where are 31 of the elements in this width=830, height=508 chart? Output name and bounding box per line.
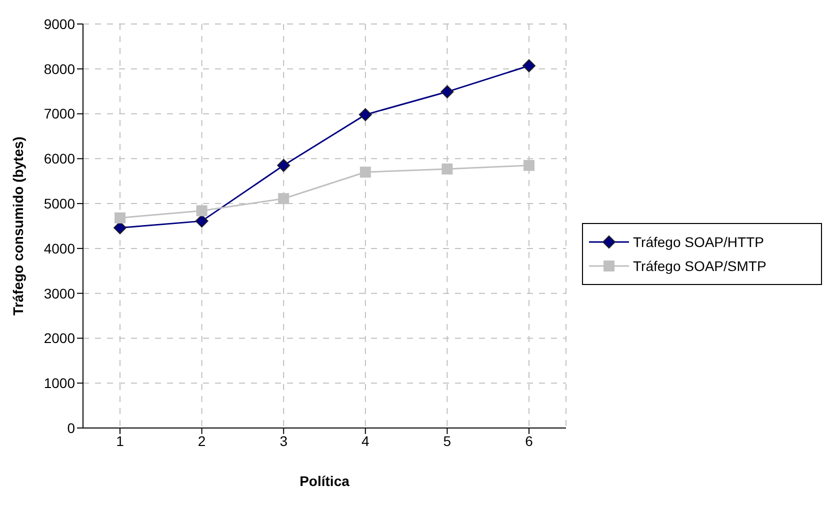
y-tick-label: 6000 (44, 150, 76, 167)
x-tick-label: 2 (198, 432, 206, 449)
y-tick-label: 2000 (44, 330, 76, 346)
y-axis-title: Tráfego consumido (bytes) (10, 136, 26, 316)
x-tick-label: 5 (443, 432, 452, 449)
x-tick-label: 6 (525, 432, 534, 449)
point (277, 158, 290, 172)
y-tick-label: 3000 (44, 285, 76, 302)
x-tick-label: 4 (362, 432, 370, 449)
legend-label: Tráfego SOAP/SMTP (633, 258, 766, 274)
point (524, 160, 534, 171)
x-axis-title: Política (300, 473, 350, 489)
y-tick-label: 9000 (44, 16, 76, 32)
y-tick-label: 1000 (44, 375, 76, 392)
point (278, 193, 290, 204)
y-tick-label: 7000 (44, 106, 76, 122)
x-tick-label: 3 (280, 432, 288, 449)
point (114, 212, 126, 224)
point (440, 85, 454, 98)
y-tick-label: 8000 (44, 60, 76, 77)
y-tick-label: 0 (67, 420, 76, 436)
point (522, 59, 536, 72)
point (360, 166, 371, 178)
y-tick-label: 5000 (44, 196, 76, 212)
x-tick-label: 1 (116, 432, 124, 449)
point (195, 214, 208, 228)
legend-label: Tráfego SOAP/HTTP (633, 234, 764, 250)
point (442, 163, 453, 174)
point (196, 205, 208, 216)
y-tick-label: 4000 (44, 240, 76, 256)
point (358, 108, 372, 122)
